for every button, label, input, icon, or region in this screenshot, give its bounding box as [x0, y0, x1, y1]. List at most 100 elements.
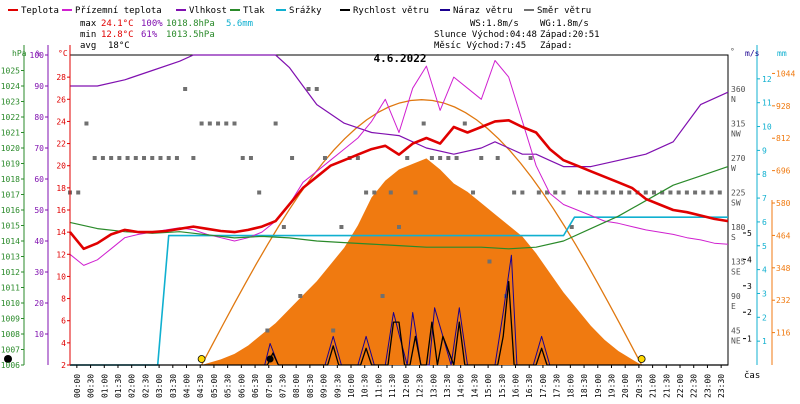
pressure-tick-label: 1023	[1, 98, 20, 107]
rain-tick-label: 2	[747, 308, 752, 317]
wind-tick-label: 7	[762, 194, 767, 203]
rain-axis-unit: mm	[777, 49, 787, 58]
humidity-tick-label: 40	[34, 237, 44, 246]
direction-tick-label: 270	[731, 154, 746, 163]
wind-direction-point	[446, 156, 451, 160]
x-tick-label: 07:00	[265, 374, 274, 398]
temperature-tick-label: 18	[56, 184, 66, 193]
direction-tick-name: SW	[731, 199, 741, 208]
x-tick-label: 20:00	[621, 374, 630, 398]
legend: Teplota Přízemní teplota Vlhkost Tlak Srážky…	[8, 6, 591, 16]
wind-direction-point	[487, 259, 492, 264]
wind-direction-point	[265, 328, 270, 333]
solar-tick-label: 696	[776, 167, 791, 176]
info-wind-speed: WS:1.8m/s	[470, 19, 519, 29]
legend-label: Přízemní teplota	[75, 6, 162, 16]
pressure-tick-label: 1007	[1, 346, 20, 355]
wind-direction-point	[273, 121, 278, 126]
rain-tick-label: 3	[747, 282, 752, 291]
stats-min-pressure: 1013.5hPa	[166, 30, 215, 40]
info-moon-set: Západ:	[540, 41, 573, 51]
wind-direction-point	[306, 87, 311, 91]
wind-direction-point	[397, 225, 401, 229]
wind-direction-point	[495, 156, 500, 160]
direction-tick-label: 135	[731, 258, 746, 267]
x-tick-label: 06:30	[251, 374, 260, 398]
pressure-axis-unit: hPa	[12, 49, 27, 58]
x-tick-label: 18:00	[566, 374, 575, 398]
stats-max-humidity: 100%	[141, 19, 163, 29]
wind-direction-point	[569, 225, 574, 229]
wind-tick-label: 10	[762, 123, 772, 132]
wind-direction-point	[133, 156, 138, 160]
x-tick-label: 09:00	[320, 374, 329, 398]
pressure-tick-label: 1006	[1, 361, 20, 370]
pressure-tick-label: 1010	[1, 299, 20, 308]
solar-tick-label: 1044	[776, 69, 795, 78]
wind-direction-point	[339, 225, 344, 229]
wind-direction-point	[125, 156, 130, 160]
wind-tick-label: 11	[762, 99, 772, 108]
wind-direction-point	[693, 190, 698, 195]
pressure-tick-label: 1014	[1, 237, 20, 246]
wind-direction-point	[183, 87, 188, 91]
humidity-tick-label: 10	[34, 330, 44, 339]
direction-tick-name: W	[731, 164, 736, 173]
x-tick-label: 01:30	[114, 374, 123, 398]
wind-direction-point	[84, 121, 89, 126]
x-tick-label: 21:30	[662, 374, 671, 398]
x-tick-label: 05:00	[210, 374, 219, 398]
pressure-tick-label: 1025	[1, 67, 20, 76]
pressure-tick-label: 1015	[1, 222, 20, 231]
solar-tick-label: 116	[776, 329, 791, 338]
direction-tick-name: NW	[731, 130, 741, 139]
humidity-tick-label: 80	[34, 113, 44, 122]
stats-min-humidity: 61%	[141, 30, 158, 40]
rain-tick-label: 1	[747, 335, 752, 344]
wind-direction-point	[109, 156, 114, 160]
direction-tick-label: 180	[731, 223, 746, 232]
wind-tick-label: 3	[762, 289, 767, 298]
legend-label: Směr větru	[537, 6, 591, 16]
legend-label: Rychlost větru	[353, 6, 429, 16]
wind-direction-point	[142, 156, 147, 160]
wind-direction-point	[207, 121, 212, 126]
solar-theoretical-curve	[201, 99, 643, 366]
pressure-tick-label: 1008	[1, 330, 20, 339]
wind-direction-point	[610, 190, 615, 195]
x-tick-label: 21:00	[649, 374, 658, 398]
x-tick-label: 15:30	[498, 374, 507, 398]
x-tick-label: 00:00	[73, 374, 82, 398]
direction-tick-label: 45	[731, 327, 741, 336]
wind-direction-point	[76, 190, 81, 195]
wind-direction-point	[668, 190, 673, 195]
wind-direction-point	[388, 190, 393, 195]
sunrise-marker	[197, 355, 206, 363]
wind-direction-point	[314, 87, 319, 91]
info-moon-rise: Měsíc Východ:7:45	[434, 41, 526, 51]
x-tick-label: 19:30	[607, 374, 616, 398]
wind-direction-point	[717, 190, 722, 195]
wind-direction-point	[331, 328, 336, 333]
pressure-tick-label: 1016	[1, 206, 20, 215]
info-sun-rise: Slunce Východ:04:48	[434, 30, 537, 40]
x-tick-label: 16:00	[512, 374, 521, 398]
pressure-tick-label: 1020	[1, 144, 20, 153]
legend-label: Teplota	[21, 6, 59, 16]
humidity-line	[70, 54, 729, 168]
pressure-tick-label: 1019	[1, 160, 20, 169]
wind-direction-point	[191, 156, 196, 160]
temperature-tick-label: 16	[56, 206, 66, 215]
x-tick-label: 22:30	[690, 374, 699, 398]
wind-direction-point	[216, 121, 221, 126]
moon-phase-marker	[4, 355, 12, 363]
stats-avg-label: avg	[80, 41, 96, 51]
humidity-tick-label: 60	[34, 175, 44, 184]
temperature-tick-label: 22	[56, 140, 66, 149]
direction-tick-name: SE	[731, 268, 741, 277]
x-tick-label: 08:00	[292, 374, 301, 398]
stats-rain-total: 5.6mm	[226, 19, 253, 29]
wind-direction-point	[224, 121, 229, 126]
wind-direction-point	[471, 190, 476, 195]
